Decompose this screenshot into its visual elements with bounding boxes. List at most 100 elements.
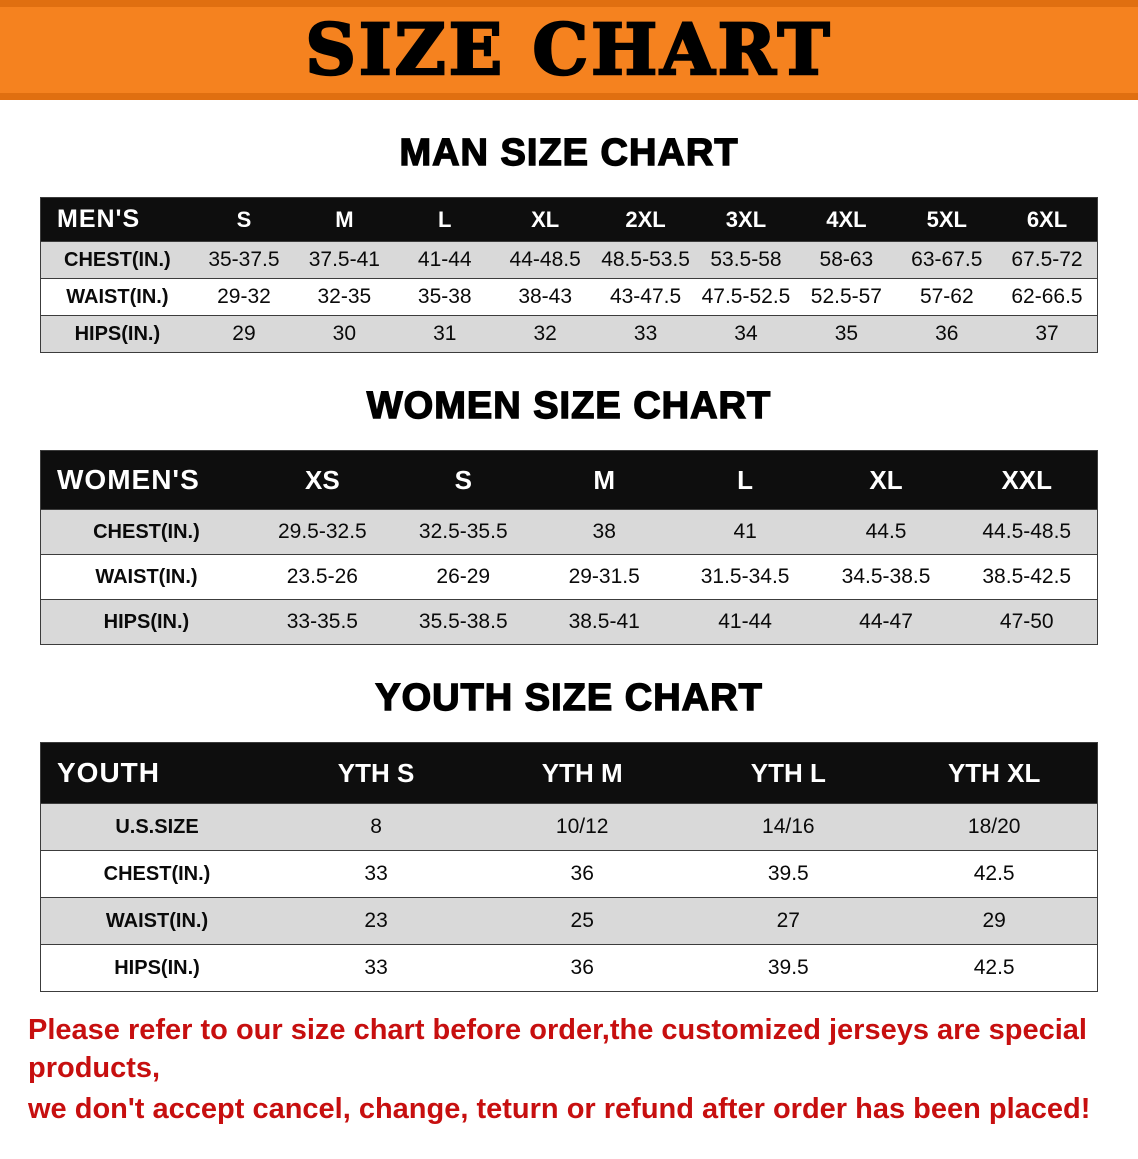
size-column-header: XXL [1001,464,1053,495]
size-column-header: 4XL [826,206,867,232]
size-value: 30 [332,322,357,345]
size-value: 33-35.5 [286,610,358,633]
size-value: 63-67.5 [911,248,983,271]
size-value: 41 [733,520,757,543]
row-label: HIPS(IN.) [114,956,200,979]
table-row: WAIST(IN.) 29-32 32-35 35-38 38-43 43-47.5 47.… [40,278,1098,316]
size-value: 44-48.5 [509,248,581,271]
size-value: 31 [433,322,457,345]
size-value: 35 [834,322,859,345]
row-label: CHEST(IN.) [64,248,171,271]
size-value: 62-66.5 [1011,285,1083,308]
size-value: 32.5-35.5 [418,520,508,543]
size-value: 47-50 [999,610,1054,633]
youth-size-chart-section: YOUTH SIZE CHART YOUTH YTH S YTH M YTH L YTH … [0,676,1138,992]
size-value: 18/20 [967,815,1021,838]
women-size-chart-section: WOMEN SIZE CHART WOMEN'S XS S M L XL XXL CHEST(I… [0,384,1138,645]
size-value: 23.5-26 [286,565,358,588]
size-value: 39.5 [767,956,809,979]
size-value: 38 [592,520,616,543]
row-label: CHEST(IN.) [103,862,211,885]
table-row: HIPS(IN.) 33-35.5 35.5-38.5 38.5-41 41-44 44-… [40,599,1098,645]
size-value: 29-32 [217,285,271,308]
mens-size-chart-heading: MAN SIZE CHART [399,131,739,174]
size-value: 52.5-57 [810,285,882,308]
size-value: 39.5 [767,862,809,885]
size-value: 33 [364,862,388,885]
size-value: 25 [570,909,594,932]
youth-size-table: YOUTH YTH S YTH M YTH L YTH XL U.S.SIZE 8 10/12… [40,742,1098,992]
size-column-header: 6XL [1026,206,1068,232]
size-value: 38.5-41 [568,610,640,633]
size-value: 41-44 [417,248,472,271]
size-value: 10/12 [555,815,609,838]
size-value: 35-38 [417,285,472,308]
size-column-header: YTH M [541,757,623,788]
size-column-header: XS [305,464,340,495]
size-value: 29 [232,322,256,345]
mens-size-table: MEN'S S M L XL 2XL 3XL 4XL 5XL 6XL CHEST(IN.) 35-37… [40,197,1098,353]
disclaimer-line-2: we don't accept cancel, change, teturn o… [28,1093,1091,1126]
size-value: 36 [570,862,594,885]
row-label: WAIST(IN.) [95,565,198,588]
size-value: 38.5-42.5 [982,565,1072,588]
row-label: U.S.SIZE [115,815,199,838]
size-value: 29.5-32.5 [277,520,367,543]
row-label: HIPS(IN.) [103,610,190,633]
size-value: 36 [935,322,959,345]
banner: SIZE CHART [0,0,1138,100]
size-value: 34.5-38.5 [841,565,931,588]
size-value: 44.5 [865,520,907,543]
table-group-label: MEN'S [57,205,141,233]
size-column-header: 5XL [926,206,967,232]
size-value: 8 [370,815,382,838]
size-value: 41-44 [718,610,772,633]
size-value: 37.5-41 [308,248,380,271]
size-column-header: S [454,464,472,495]
size-value: 47.5-52.5 [701,285,791,308]
size-value: 26-29 [436,565,491,588]
size-column-header: XL [869,464,903,495]
size-value: 23 [364,909,388,932]
size-value: 33 [633,322,658,345]
size-column-header: XL [531,206,560,232]
row-label: CHEST(IN.) [93,520,200,543]
size-column-header: 2XL [625,206,666,232]
size-value: 35.5-38.5 [418,610,508,633]
size-value: 42.5 [973,956,1015,979]
size-value: 57-62 [919,285,974,308]
table-header-row: MEN'S S M L XL 2XL 3XL 4XL 5XL 6XL [40,197,1098,242]
size-column-header: YTH S [337,757,415,788]
mens-size-chart-section: MAN SIZE CHART MEN'S S M L XL 2XL 3XL 4XL 5XL 6XL C… [0,131,1138,353]
size-value: 36 [570,956,594,979]
size-value: 31.5-34.5 [700,565,790,588]
disclaimer-line-1: Please refer to our size chart before or… [28,1014,1087,1084]
size-value: 14/16 [762,815,815,838]
size-column-header: M [593,464,616,495]
size-column-header: S [236,206,252,232]
row-label: WAIST(IN.) [105,909,209,932]
size-value: 34 [734,322,758,345]
disclaimer: Please refer to our size chart before or… [0,992,1138,1159]
size-column-header: YTH L [750,757,826,788]
size-value: 37 [1035,322,1059,345]
table-row: HIPS(IN.) 29 30 31 32 33 34 35 36 37 [40,315,1098,353]
size-value: 29 [982,909,1006,932]
table-row: WAIST(IN.) 23 25 27 29 [40,897,1098,945]
size-value: 48.5-53.5 [601,248,690,271]
size-value: 43-47.5 [609,285,682,308]
size-column-header: L [737,464,754,495]
page-title: SIZE CHART [304,8,833,91]
size-value: 29-31.5 [568,565,640,588]
table-row: CHEST(IN.) 33 36 39.5 42.5 [40,850,1098,898]
size-value: 35-37.5 [208,248,280,271]
table-row: U.S.SIZE 8 10/12 14/16 18/20 [40,803,1098,851]
table-row: CHEST(IN.) 35-37.5 37.5-41 41-44 44-48.5 48.5… [40,241,1098,279]
size-value: 32 [533,322,557,345]
size-value: 44.5-48.5 [982,520,1072,543]
size-column-header: 3XL [725,206,767,232]
table-group-label: WOMEN'S [57,464,200,495]
size-value: 58-63 [819,248,874,271]
table-header-row: YOUTH YTH S YTH M YTH L YTH XL [40,742,1098,804]
